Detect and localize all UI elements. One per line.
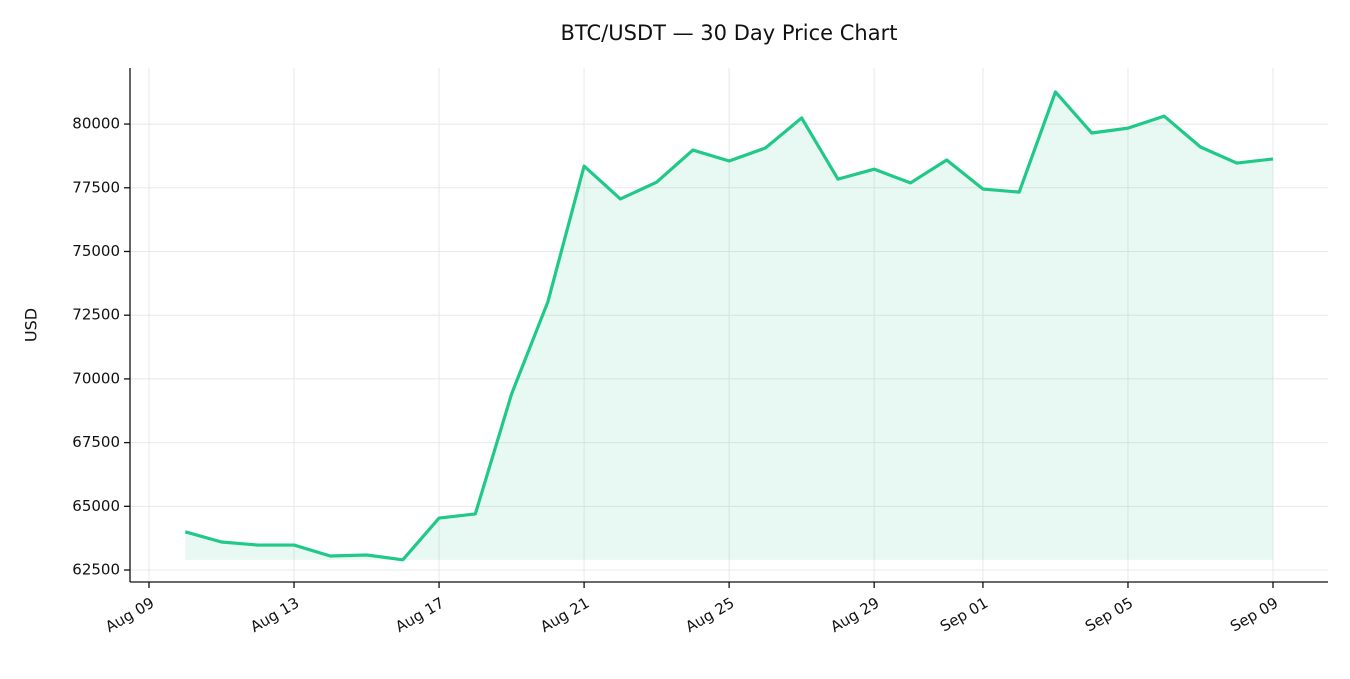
x-tick-label: Sep 05: [1082, 594, 1136, 636]
x-tick-label: Aug 09: [102, 594, 157, 636]
y-tick-label: 70000: [72, 369, 120, 387]
y-tick-label: 65000: [72, 497, 120, 515]
y-tick-label: 77500: [72, 178, 120, 196]
x-tick-label: Aug 29: [827, 594, 882, 636]
y-tick-label: 62500: [72, 561, 120, 579]
y-tick-label: 72500: [72, 306, 120, 324]
x-tick-label: Aug 13: [247, 594, 302, 636]
price-line: [184, 90, 1274, 562]
area: [185, 91, 1274, 560]
x-tick-label: Aug 21: [537, 594, 592, 636]
x-tick-label: Aug 25: [682, 594, 737, 636]
y-tick-label: 67500: [72, 433, 120, 451]
x-tick-label: Aug 17: [392, 594, 447, 636]
x-tick-label: Sep 01: [937, 594, 991, 636]
grid: [130, 68, 1328, 582]
chart-title: BTC/USDT — 30 Day Price Chart: [561, 21, 898, 45]
y-axis-label: USD: [22, 308, 41, 342]
x-tick-label: Sep 09: [1227, 594, 1281, 636]
y-tick-label: 75000: [72, 242, 120, 260]
y-tick-label: 80000: [72, 115, 120, 133]
